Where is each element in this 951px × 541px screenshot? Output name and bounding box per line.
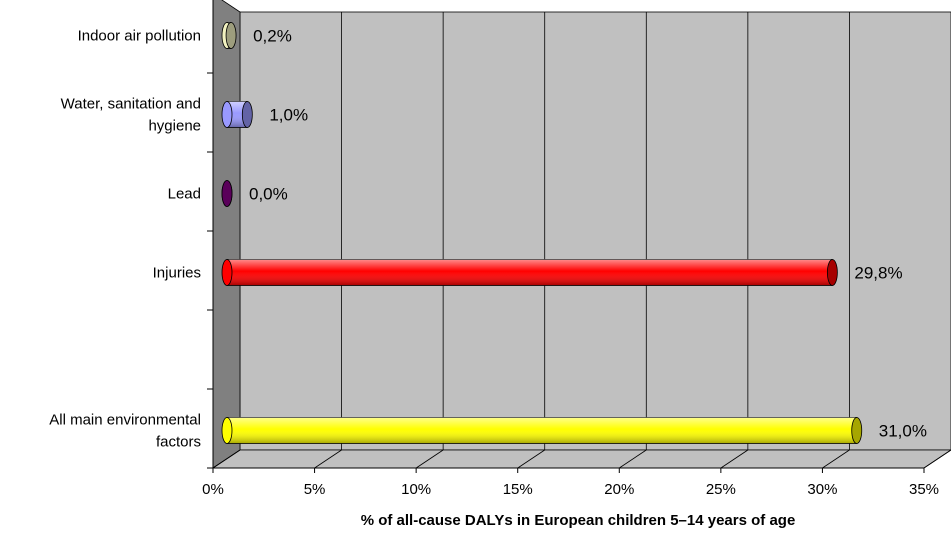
bar-3: [221, 259, 838, 286]
data-label: 1,0%: [269, 106, 308, 125]
bar-shading: [227, 101, 248, 128]
floor-gridline: [212, 449, 241, 469]
bar-end-cap-shade: [827, 259, 838, 286]
bar-end-cap-shade: [222, 180, 232, 207]
bar-0: [221, 22, 237, 49]
bar-end-cap: [851, 417, 863, 444]
x-tick-label: 25%: [706, 481, 736, 498]
plot-walls: [211, 0, 951, 469]
bar-start-cap: [221, 417, 233, 444]
side-wall: [212, 0, 241, 469]
bar-end-cap: [225, 22, 237, 49]
bar-2: [221, 180, 233, 207]
data-label: 0,2%: [253, 27, 292, 46]
bar-end-cap: [826, 259, 838, 286]
gridlines: [212, 12, 951, 469]
x-tick-label: 20%: [604, 481, 634, 498]
bar-1: [221, 101, 253, 128]
bars: [221, 22, 863, 444]
labels: 0% 5% 10% 15% 20% 25% 30% 35% 0,2% Indoor air pol…: [49, 27, 939, 499]
category-label: Indoor air pollution: [78, 28, 201, 45]
floor-gridline: [720, 449, 749, 469]
bar-start-cap: [221, 101, 233, 128]
category-label: hygiene: [148, 118, 201, 135]
bar-end-cap: [241, 101, 253, 128]
bar-shading: [227, 259, 833, 286]
floor-gridline: [517, 449, 545, 469]
bar-end-cap-shade: [242, 101, 253, 128]
x-tick-label: 30%: [807, 481, 837, 498]
x-tick-label: 10%: [401, 481, 431, 498]
data-label: 31,0%: [879, 422, 927, 441]
category-label: Lead: [168, 186, 201, 203]
x-tick-label: 0%: [202, 481, 224, 498]
category-label: Water, sanitation and: [61, 96, 201, 113]
x-tick-label: 15%: [503, 481, 533, 498]
bar-end-cap: [221, 180, 233, 207]
bar-shading: [227, 417, 857, 444]
back-wall: [239, 11, 951, 451]
bar-end-cap-shade: [851, 417, 862, 444]
bar-start-cap: [221, 259, 233, 286]
x-axis-title: % of all-cause DALYs in European childre…: [361, 512, 796, 529]
category-label: Injuries: [153, 265, 201, 282]
floor: [211, 449, 951, 469]
floor-gridline: [822, 449, 850, 469]
axes: [207, 0, 925, 473]
data-label: 29,8%: [854, 264, 902, 283]
x-tick-label: 35%: [909, 481, 939, 498]
floor-gridline: [314, 449, 342, 469]
bar-end-cap-shade: [226, 22, 237, 49]
data-label: 0,0%: [249, 185, 288, 204]
category-label: All main environmental: [49, 412, 201, 429]
category-label: factors: [156, 434, 201, 451]
floor-gridline: [415, 449, 444, 469]
bar-4: [221, 417, 863, 444]
x-tick-label: 5%: [304, 481, 326, 498]
floor-gridline: [923, 449, 951, 469]
floor-gridline: [619, 449, 647, 469]
